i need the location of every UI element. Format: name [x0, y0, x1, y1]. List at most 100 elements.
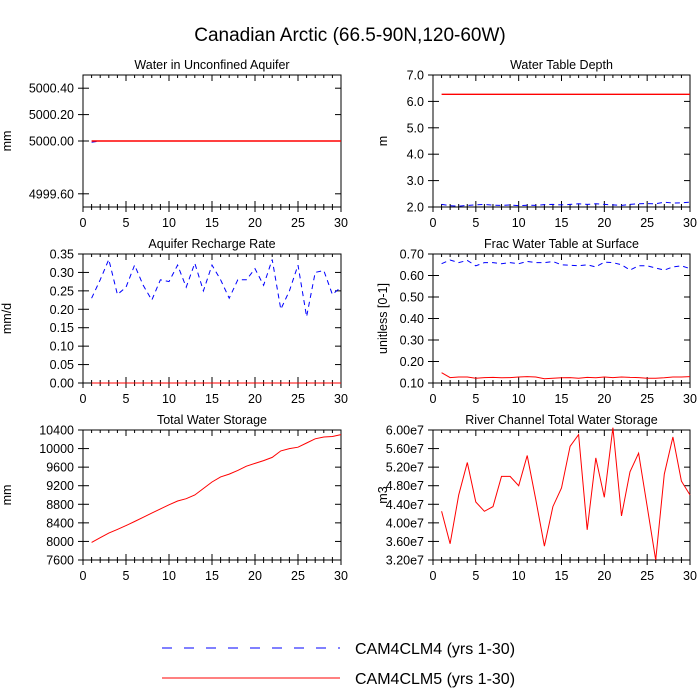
data-point — [203, 290, 204, 291]
y-tick-label: 0.50 — [400, 291, 424, 305]
data-point — [186, 382, 187, 383]
data-point — [143, 285, 144, 286]
data-point — [629, 204, 630, 205]
data-point — [186, 140, 187, 141]
data-point — [535, 499, 536, 500]
y-tick-label: 0.05 — [50, 358, 74, 372]
data-point — [340, 382, 341, 383]
x-tick-label: 10 — [512, 216, 526, 230]
y-tick-label: 3.20e7 — [386, 554, 424, 568]
data-point — [612, 427, 613, 428]
data-point — [552, 94, 553, 95]
data-point — [177, 140, 178, 141]
data-point — [254, 382, 255, 383]
data-point — [467, 462, 468, 463]
data-point — [518, 263, 519, 264]
x-tick-label: 5 — [123, 392, 130, 406]
data-point — [340, 287, 341, 288]
data-point — [655, 267, 656, 268]
data-point — [475, 204, 476, 205]
data-point — [237, 140, 238, 141]
data-point — [664, 94, 665, 95]
data-point — [211, 481, 212, 482]
data-point — [272, 140, 273, 141]
data-point — [237, 279, 238, 280]
data-point — [91, 298, 92, 299]
data-point — [117, 529, 118, 530]
y-tick-label: 5000.40 — [29, 82, 74, 96]
data-point — [125, 382, 126, 383]
data-point — [254, 463, 255, 464]
data-point — [289, 382, 290, 383]
data-point — [518, 376, 519, 377]
x-tick-label: 30 — [334, 569, 348, 583]
data-point — [681, 202, 682, 203]
y-tick-label: 5000.00 — [29, 135, 74, 149]
data-point — [91, 140, 92, 141]
legend-label: CAM4CLM5 (yrs 1-30) — [355, 671, 515, 688]
x-tick-label: 20 — [248, 392, 262, 406]
x-tick-label: 5 — [472, 216, 479, 230]
data-point — [501, 205, 502, 206]
data-point — [306, 316, 307, 317]
panel-water-in-unconfined-aquifer: Water in Unconfined Aquifer mm 0 5 10 15 20 25 3… — [0, 58, 348, 230]
data-point — [151, 513, 152, 514]
data-point — [450, 205, 451, 206]
data-point — [441, 263, 442, 264]
y-tick-label: 0.20 — [400, 355, 424, 369]
data-point — [561, 94, 562, 95]
data-point — [501, 263, 502, 264]
data-point — [315, 438, 316, 439]
x-tick-label: 20 — [597, 569, 611, 583]
data-point — [595, 203, 596, 204]
data-point — [211, 382, 212, 383]
x-tick-label: 0 — [430, 216, 437, 230]
data-point — [638, 265, 639, 266]
data-point — [569, 265, 570, 266]
data-point — [689, 94, 690, 95]
data-point — [458, 262, 459, 263]
data-point — [647, 506, 648, 507]
y-axis-label: mm — [0, 131, 14, 152]
data-point — [681, 94, 682, 95]
data-point — [475, 94, 476, 95]
data-point — [510, 262, 511, 263]
y-tick-label: 7600 — [46, 554, 74, 568]
x-tick-label: 15 — [555, 216, 569, 230]
plot-frame — [432, 253, 691, 384]
data-point — [177, 500, 178, 501]
x-tick-label: 0 — [80, 569, 87, 583]
data-point — [492, 94, 493, 95]
y-tick-label: 4.40e7 — [386, 498, 424, 512]
data-point — [492, 205, 493, 206]
y-tick-label: 8000 — [46, 535, 74, 549]
data-point — [203, 140, 204, 141]
data-point — [689, 268, 690, 269]
data-point — [664, 377, 665, 378]
data-point — [595, 377, 596, 378]
data-point — [134, 264, 135, 265]
data-point — [297, 140, 298, 141]
data-point — [569, 94, 570, 95]
panel-title: Water in Unconfined Aquifer — [134, 58, 289, 72]
data-point — [621, 515, 622, 516]
data-point — [621, 94, 622, 95]
x-tick-label: 10 — [162, 392, 176, 406]
data-point — [467, 205, 468, 206]
data-point — [117, 294, 118, 295]
legend-label: CAM4CLM4 (yrs 1-30) — [355, 641, 515, 658]
data-point — [672, 202, 673, 203]
data-point — [681, 376, 682, 377]
data-point — [569, 446, 570, 447]
data-point — [458, 494, 459, 495]
data-point — [544, 94, 545, 95]
data-point — [117, 140, 118, 141]
data-point — [220, 279, 221, 280]
panel-water-table-depth: Water Table Depth m 0 5 10 15 20 25 30 2.0 3.0 4.0 5… — [376, 58, 697, 230]
panel-frac-water-table-at-surface: Frac Water Table at Surface unitless [0-1… — [376, 237, 697, 406]
data-point — [535, 205, 536, 206]
data-point — [458, 376, 459, 377]
data-point — [450, 377, 451, 378]
data-point — [552, 204, 553, 205]
